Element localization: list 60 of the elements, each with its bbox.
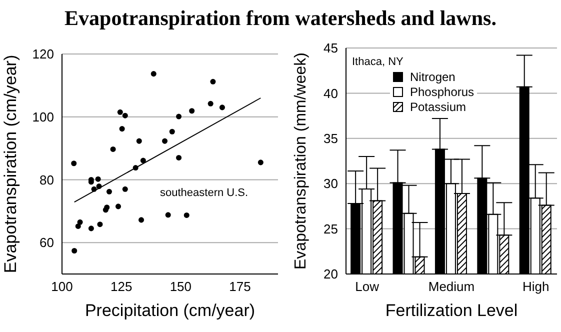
point [176,114,182,120]
point [169,128,175,134]
y-axis-title: Evapotranspiration (mm/week) [292,52,310,270]
point [165,212,171,218]
x-axis-title: Fertilization Level [385,301,518,320]
point [110,146,116,152]
point [95,176,101,182]
point [136,138,142,144]
x-tick-label: 150 [170,279,192,294]
point [91,186,97,192]
annotation: southeastern U.S. [160,187,248,199]
y-axis-title: Evapotranspiration (cm/year) [1,54,20,274]
y-tick-label: 45 [324,40,338,56]
point [77,219,83,225]
x-tick-label: Medium [428,279,475,294]
point [104,204,110,210]
point [219,104,225,110]
point [72,248,78,254]
point [97,222,103,228]
point [88,226,94,232]
y-tick-label: 40 [324,86,338,101]
point [132,165,138,171]
point [176,154,182,160]
y-tick-label: 20 [324,266,338,282]
annotation: Ithaca, NY [352,56,404,68]
y-tick-label: 60 [40,235,54,250]
point [71,160,77,166]
point [140,158,146,164]
legend-label: Nitrogen [410,70,456,85]
y-tick-label: 80 [40,172,54,188]
point [96,184,102,190]
point [119,126,125,132]
point [122,112,128,118]
point [208,100,214,106]
x-tick-label: 175 [229,279,251,294]
y-tick-label: 100 [32,109,54,124]
x-tick-label: 100 [51,279,73,294]
legend-label: Potassium [410,100,466,115]
point [189,108,195,114]
point [162,138,168,144]
point [184,212,190,218]
legend-label: Phosphorus [410,85,474,100]
x-tick-label: 125 [110,279,132,294]
point [75,223,81,229]
point [150,71,156,77]
point [122,186,128,192]
y-tick-label: 30 [324,176,338,192]
point [117,109,123,115]
point [138,217,144,223]
x-tick-label: High [522,279,550,294]
y-tick-label: 25 [324,221,338,236]
point [210,78,216,84]
x-tick-label: Low [355,279,380,294]
chart-title: Evapotranspiration from watersheds and lawns. [64,6,498,32]
y-tick-label: 120 [32,46,54,62]
y-tick-label: 35 [324,131,338,146]
point [258,160,264,166]
x-axis-title: Precipitation (cm/year) [84,301,256,320]
point [115,204,122,210]
point [106,188,112,194]
